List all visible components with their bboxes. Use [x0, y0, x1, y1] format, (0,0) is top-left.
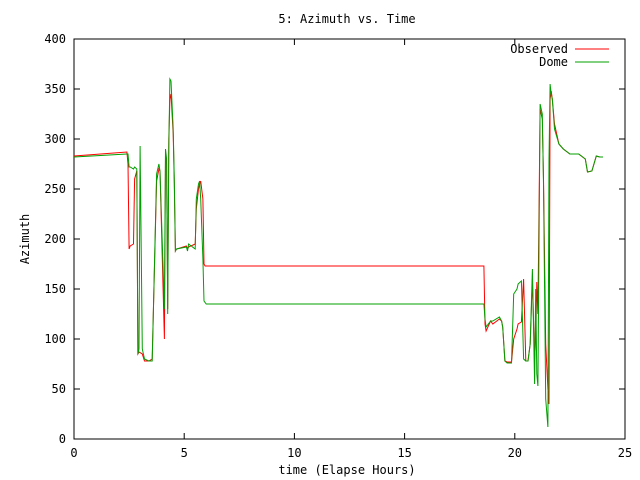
series-lines: [73, 77, 603, 428]
y-tick-label: 200: [44, 232, 66, 246]
x-axis: 0 5 10 15 20 25: [70, 39, 632, 460]
y-axis-label: Azimuth: [18, 214, 32, 265]
chart-title: 5: Azimuth vs. Time: [278, 12, 415, 26]
x-axis-label: time (Elapse Hours): [278, 463, 415, 477]
plot-frame: [73, 38, 626, 440]
x-tick-label: 10: [287, 446, 301, 460]
y-tick-label: 300: [44, 132, 66, 146]
legend-label-observed: Observed: [510, 42, 568, 56]
x-tick-label: 5: [181, 446, 188, 460]
x-tick-label: 20: [508, 446, 522, 460]
x-tick-label: 0: [70, 446, 77, 460]
y-tick-label: 100: [44, 332, 66, 346]
y-tick-label: 400: [44, 32, 66, 46]
y-tick-label: 50: [52, 382, 66, 396]
y-tick-label: 350: [44, 82, 66, 96]
x-tick-label: 15: [397, 446, 411, 460]
y-axis: 0 50 100 150 200 250 300 350 400: [44, 32, 625, 446]
legend-label-dome: Dome: [539, 55, 568, 69]
y-tick-label: 150: [44, 282, 66, 296]
series-line-dome: [73, 77, 603, 428]
y-tick-label: 250: [44, 182, 66, 196]
y-tick-label: 0: [59, 432, 66, 446]
x-tick-label: 25: [618, 446, 632, 460]
